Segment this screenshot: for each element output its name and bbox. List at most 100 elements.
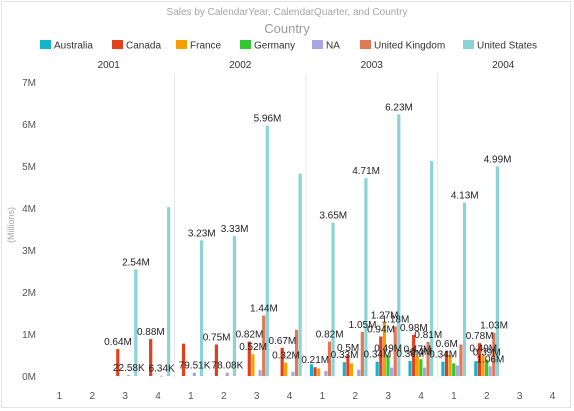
legend-swatch: [360, 40, 371, 49]
legend-label: United Kingdom: [374, 41, 445, 52]
data-label: 0.94M: [367, 325, 395, 336]
bar: [309, 364, 314, 376]
legend-swatch: [463, 40, 474, 49]
x-tick-label: 1: [188, 391, 194, 402]
y-tick-label: 3M: [22, 246, 36, 257]
data-label: 2.54M: [122, 257, 150, 268]
bar: [262, 315, 266, 376]
bar: [408, 360, 412, 376]
x-tick-label: 2: [221, 391, 227, 402]
panel-label: 2004: [492, 60, 515, 71]
panel-label: 2003: [361, 60, 384, 71]
bar: [422, 367, 427, 376]
bar: [251, 354, 255, 376]
bar: [448, 355, 452, 376]
bar: [389, 367, 394, 376]
data-label: 0.67M: [268, 336, 296, 347]
data-label: 0.21M: [301, 355, 329, 366]
data-label: 0.82M: [236, 330, 264, 341]
bar: [181, 343, 186, 376]
data-label: 3.33M: [221, 224, 249, 235]
bar: [214, 344, 219, 376]
data-labels: 0.64M 22.58K 2.54M 0.88M 6.34K 79.51K 3.23M 0.7…: [104, 102, 511, 374]
bar: [116, 349, 120, 376]
bar: [159, 375, 164, 377]
bar: [397, 114, 401, 376]
bar: [126, 375, 131, 376]
data-label: 79.51K: [179, 361, 211, 372]
legend-label: NA: [326, 41, 340, 52]
data-label: 78.08K: [212, 361, 244, 372]
bar: [265, 125, 269, 377]
data-label: 1.44M: [250, 304, 278, 315]
data-label: 0.39M: [473, 348, 501, 359]
bar: [415, 356, 419, 376]
x-tick-label: 1: [320, 391, 326, 402]
data-label: 0.75M: [203, 333, 231, 344]
y-tick-label: 7M: [22, 78, 36, 89]
y-tick-label: 4M: [22, 204, 36, 215]
x-tick-label: 3: [254, 391, 260, 402]
x-tick-label: 3: [517, 391, 523, 402]
bar: [364, 178, 368, 376]
bar: [495, 166, 500, 376]
bar: [360, 331, 364, 376]
bar: [426, 341, 430, 376]
legend: Australia Canada France Germany NA United Kin…: [40, 40, 537, 52]
legend-label: United States: [477, 41, 537, 52]
legend-swatch: [176, 40, 187, 49]
data-label: 0.98M: [400, 323, 428, 334]
bar: [294, 329, 299, 376]
data-label: 0.5M: [337, 343, 359, 354]
data-label: 0.4M: [410, 347, 432, 358]
bar: [452, 363, 456, 376]
panel-label: 2001: [98, 60, 121, 71]
data-label: 0.36M: [396, 349, 424, 360]
x-tick-label: 3: [122, 391, 128, 402]
bar: [225, 372, 229, 376]
bar: [477, 343, 482, 376]
data-label: 0.49M: [469, 343, 497, 354]
x-tick-label: 2: [484, 391, 490, 402]
bars: [116, 114, 500, 377]
data-label: 0.49M: [374, 343, 402, 354]
bar: [280, 347, 284, 376]
legend-title: Country: [264, 21, 310, 36]
data-label: 0.34M: [363, 350, 391, 361]
bar: [327, 341, 332, 376]
bar: [346, 355, 350, 376]
bar: [412, 334, 416, 376]
bar: [199, 240, 204, 376]
bar: [455, 365, 459, 376]
bar: [298, 173, 302, 376]
bar: [488, 366, 492, 376]
bar: [386, 355, 390, 376]
data-label: 6.23M: [385, 102, 413, 113]
bar: [485, 359, 489, 376]
data-label: 0.34M: [429, 350, 457, 361]
legend-label: Australia: [54, 41, 93, 52]
bar: [382, 322, 386, 376]
y-tick-label: 5M: [22, 162, 36, 173]
bar: [474, 361, 478, 376]
bar: [232, 236, 237, 376]
data-label: 4.99M: [484, 154, 512, 165]
legend-label: Canada: [126, 41, 161, 52]
data-label: 22.58K: [113, 363, 145, 374]
y-tick-label: 2M: [22, 288, 36, 299]
data-label: 5.96M: [254, 114, 282, 125]
data-label: 3.65M: [319, 211, 347, 222]
data-label: 4.13M: [451, 191, 479, 202]
panel-separators: [174, 74, 438, 378]
y-axis-label: (Millions): [6, 207, 16, 243]
x-tick-label: 2: [353, 391, 359, 402]
data-label: 4.71M: [352, 166, 380, 177]
data-label: 1.06M: [477, 354, 505, 365]
bar: [317, 368, 321, 376]
x-tick-label: 4: [550, 391, 556, 402]
legend-swatch: [240, 40, 251, 49]
bar: [393, 326, 397, 376]
panel-label: 2002: [229, 60, 252, 71]
